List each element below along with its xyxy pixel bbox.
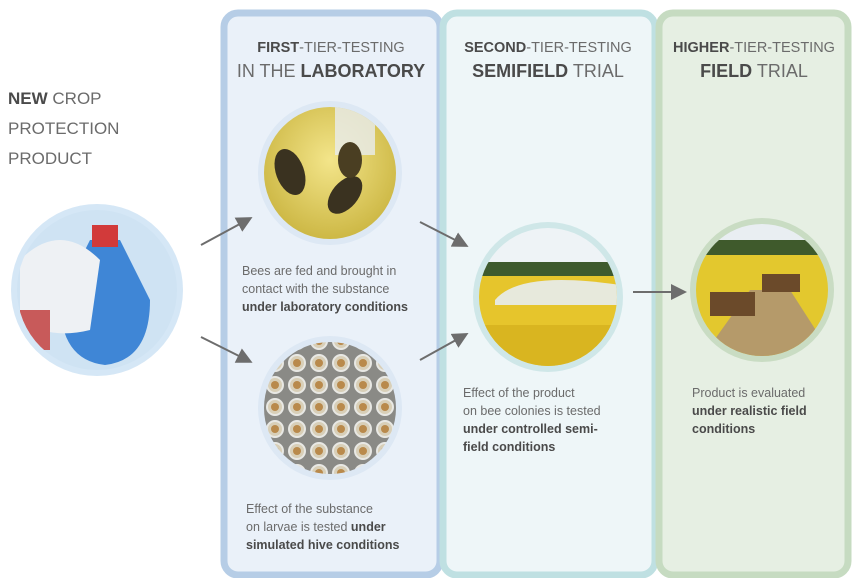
- product-photo: [10, 200, 190, 380]
- text-line: SEMIFIELD TRIAL: [445, 59, 651, 83]
- product-label: NEW CROP PROTECTION PRODUCT: [8, 84, 119, 174]
- text-run: SEMIFIELD: [472, 61, 568, 81]
- text-line: on larvae is tested under: [246, 518, 400, 536]
- text-line: HIGHER-TIER-TESTING: [660, 37, 848, 59]
- text-run: TRIAL: [752, 61, 808, 81]
- text-run: IN THE: [237, 61, 301, 81]
- text-run: HIGHER: [673, 40, 729, 56]
- text-line: Product is evaluated: [692, 384, 807, 402]
- text-run: FIELD: [700, 61, 752, 81]
- text-line: FIRST-TIER-TESTING: [226, 37, 436, 59]
- text-run: under laboratory conditions: [242, 300, 408, 314]
- text-run: SECOND: [464, 40, 526, 56]
- text-run: Bees are fed and brought in: [242, 264, 396, 278]
- text-line: SECOND-TIER-TESTING: [445, 37, 651, 59]
- text-run: under realistic field: [692, 404, 807, 418]
- text-line: under controlled semi-: [463, 420, 601, 438]
- test-description: Product is evaluated under realistic fiel…: [692, 384, 807, 438]
- text-line: contact with the substance: [242, 280, 408, 298]
- text-line: IN THE LABORATORY: [226, 59, 436, 83]
- text-run: TRIAL: [568, 61, 624, 81]
- text-line: Bees are fed and brought in: [242, 262, 408, 280]
- text-run: simulated hive conditions: [246, 538, 400, 552]
- text-run: FIRST: [257, 40, 299, 56]
- text-line: Effect of the product: [463, 384, 601, 402]
- text-run: on larvae is tested: [246, 520, 351, 534]
- test-description: Effect of the substance on larvae is test…: [246, 500, 400, 554]
- text-line: under laboratory conditions: [242, 298, 408, 316]
- text-run: PROTECTION: [8, 119, 119, 138]
- diagram-graphics: [0, 0, 852, 578]
- test-description: Bees are fed and brought in contact with …: [242, 262, 408, 316]
- text-run: -TIER-TESTING: [729, 40, 835, 56]
- text-run: CROP: [48, 89, 102, 108]
- text-run: Effect of the substance: [246, 502, 373, 516]
- text-run: under: [351, 520, 386, 534]
- text-line: field conditions: [463, 438, 601, 456]
- text-line: on bee colonies is tested: [463, 402, 601, 420]
- text-line: PROTECTION: [8, 114, 119, 144]
- text-run: field conditions: [463, 440, 555, 454]
- text-line: Effect of the substance: [246, 500, 400, 518]
- text-run: contact with the substance: [242, 282, 389, 296]
- text-run: LABORATORY: [301, 61, 426, 81]
- text-line: simulated hive conditions: [246, 536, 400, 554]
- text-line: PRODUCT: [8, 144, 119, 174]
- text-run: Product is evaluated: [692, 386, 805, 400]
- text-run: conditions: [692, 422, 755, 436]
- text-run: -TIER-TESTING: [526, 40, 632, 56]
- text-line: NEW CROP: [8, 84, 119, 114]
- text-line: under realistic field: [692, 402, 807, 420]
- text-run: on bee colonies is tested: [463, 404, 601, 418]
- text-run: PRODUCT: [8, 149, 92, 168]
- text-run: Effect of the product: [463, 386, 575, 400]
- text-run: under controlled semi-: [463, 422, 598, 436]
- page: {"product": {"lines": [ [{"text": "NEW",…: [0, 0, 852, 578]
- text-run: NEW: [8, 89, 48, 108]
- text-line: FIELD TRIAL: [660, 59, 848, 83]
- test-description: Effect of the product on bee colonies is …: [463, 384, 601, 456]
- text-line: conditions: [692, 420, 807, 438]
- text-run: -TIER-TESTING: [299, 40, 405, 56]
